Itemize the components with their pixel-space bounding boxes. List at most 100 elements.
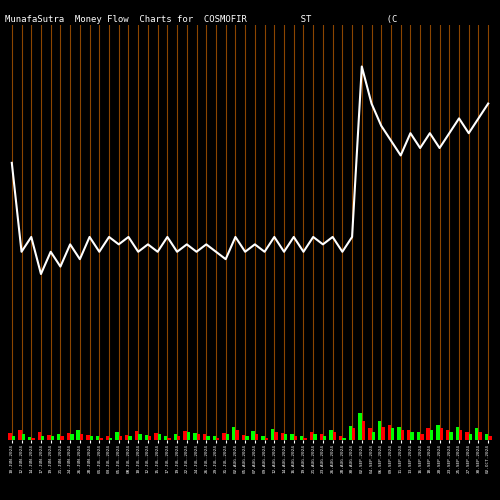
Bar <box>187 432 190 440</box>
Bar <box>450 432 452 440</box>
Bar <box>284 434 288 440</box>
Bar <box>135 432 138 440</box>
Bar <box>148 436 152 440</box>
Bar <box>158 434 161 440</box>
Bar <box>86 435 90 440</box>
Bar <box>66 434 70 440</box>
Bar <box>57 434 60 440</box>
Bar <box>304 438 307 440</box>
Bar <box>18 430 22 440</box>
Bar <box>242 435 245 440</box>
Bar <box>372 432 375 440</box>
Bar <box>119 436 122 440</box>
Bar <box>22 434 25 440</box>
Bar <box>294 436 297 440</box>
Bar <box>388 424 391 440</box>
Bar <box>196 434 200 440</box>
Bar <box>280 434 284 440</box>
Bar <box>410 432 414 440</box>
Bar <box>430 430 434 440</box>
Bar <box>177 436 180 440</box>
Bar <box>358 413 362 440</box>
Bar <box>446 430 450 440</box>
Bar <box>255 434 258 440</box>
Bar <box>144 435 148 440</box>
Bar <box>38 432 41 440</box>
Bar <box>216 438 220 440</box>
Bar <box>488 436 492 440</box>
Bar <box>245 436 248 440</box>
Bar <box>342 438 346 440</box>
Bar <box>332 432 336 440</box>
Bar <box>28 437 31 440</box>
Bar <box>339 436 342 440</box>
Bar <box>128 436 132 440</box>
Bar <box>125 435 128 440</box>
Bar <box>310 432 313 440</box>
Bar <box>329 430 332 440</box>
Bar <box>400 430 404 440</box>
Bar <box>252 432 255 440</box>
Bar <box>168 438 171 440</box>
Bar <box>468 434 472 440</box>
Bar <box>436 424 440 440</box>
Bar <box>236 430 239 440</box>
Bar <box>106 436 109 440</box>
Bar <box>313 434 316 440</box>
Bar <box>378 420 382 440</box>
Bar <box>203 434 206 440</box>
Bar <box>420 434 424 440</box>
Bar <box>290 434 294 440</box>
Bar <box>426 428 430 440</box>
Bar <box>485 434 488 440</box>
Bar <box>274 432 278 440</box>
Bar <box>109 438 112 440</box>
Bar <box>193 434 196 440</box>
Bar <box>80 434 84 440</box>
Bar <box>478 432 482 440</box>
Bar <box>50 436 54 440</box>
Bar <box>174 434 177 440</box>
Bar <box>362 420 365 440</box>
Bar <box>226 434 229 440</box>
Bar <box>416 432 420 440</box>
Bar <box>475 428 478 440</box>
Bar <box>154 434 158 440</box>
Bar <box>381 426 384 440</box>
Bar <box>271 430 274 440</box>
Bar <box>48 435 50 440</box>
Bar <box>90 436 93 440</box>
Bar <box>212 436 216 440</box>
Bar <box>76 430 80 440</box>
Bar <box>222 434 226 440</box>
Bar <box>352 428 356 440</box>
Bar <box>96 436 100 440</box>
Bar <box>456 426 459 440</box>
Bar <box>300 436 304 440</box>
Bar <box>184 432 187 440</box>
Bar <box>323 436 326 440</box>
Bar <box>12 436 15 440</box>
Text: MunafaSutra  Money Flow  Charts for  COSMOFIR          ST              (C: MunafaSutra Money Flow Charts for COSMOF… <box>5 15 398 24</box>
Bar <box>206 436 210 440</box>
Bar <box>261 436 264 440</box>
Bar <box>459 430 462 440</box>
Bar <box>232 428 235 440</box>
Bar <box>264 438 268 440</box>
Bar <box>466 432 469 440</box>
Bar <box>138 434 141 440</box>
Bar <box>348 426 352 440</box>
Bar <box>8 434 12 440</box>
Bar <box>116 432 118 440</box>
Bar <box>100 438 102 440</box>
Bar <box>164 436 168 440</box>
Bar <box>440 428 443 440</box>
Bar <box>407 430 410 440</box>
Bar <box>320 434 323 440</box>
Bar <box>391 428 394 440</box>
Bar <box>41 436 44 440</box>
Bar <box>70 434 73 440</box>
Bar <box>368 428 372 440</box>
Bar <box>60 436 64 440</box>
Bar <box>398 426 400 440</box>
